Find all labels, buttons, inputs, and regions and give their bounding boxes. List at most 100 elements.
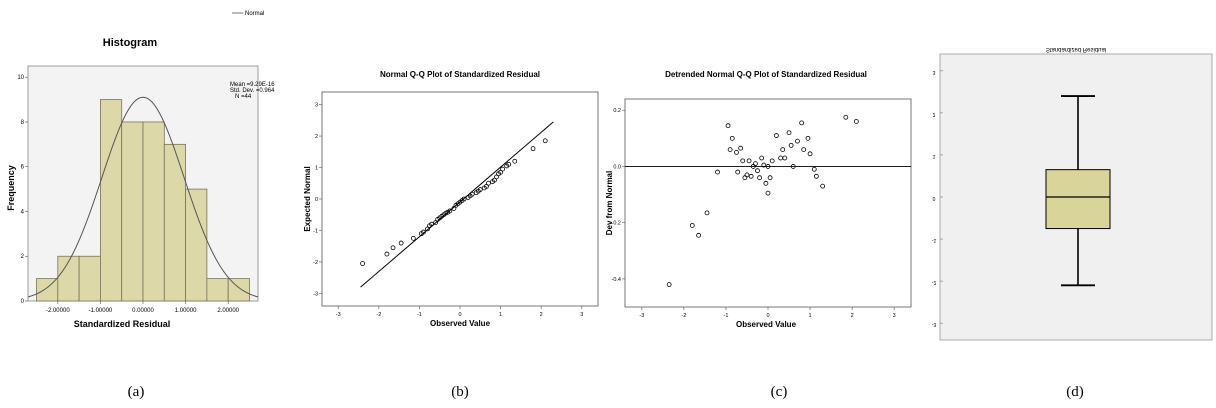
histogram-bar <box>78 255 101 302</box>
y-tick-label: -2 <box>313 260 318 266</box>
panel-detrended-qq: Detrended Normal Q-Q Plot of Standardize… <box>605 70 912 329</box>
x-tick-label: -2.00000 <box>46 308 70 314</box>
data-point <box>748 173 754 179</box>
data-point <box>542 138 548 144</box>
y-tick-label: -1 <box>932 237 937 243</box>
data-point <box>782 155 788 161</box>
y-tick-label: 0.0 <box>613 164 621 170</box>
x-tick-label: 2 <box>851 313 854 319</box>
histogram-bar <box>121 121 144 302</box>
histogram-bar <box>142 121 165 302</box>
data-point <box>813 173 819 179</box>
y-ticks: -3 -2 -1 0 1 2 3 <box>313 103 322 297</box>
y-tick-label: -3 <box>932 321 937 327</box>
reference-line <box>360 121 554 288</box>
x-axis-label: Observed Value <box>430 319 491 328</box>
plot-area <box>624 98 912 308</box>
data-point <box>759 155 765 161</box>
x-axis-label: Observed Value <box>736 320 797 329</box>
data-point <box>763 180 769 186</box>
data-point <box>512 158 518 164</box>
chart-title: Detrended Normal Q-Q Plot of Standardize… <box>665 70 867 79</box>
y-tick-label: 0 <box>933 195 936 201</box>
legend-label: Normal <box>245 11 264 17</box>
data-point <box>390 245 396 251</box>
x-tick-label: -2 <box>376 312 381 318</box>
data-point <box>761 162 767 168</box>
data-point <box>410 235 416 241</box>
y-tick-label: 0 <box>21 299 25 305</box>
x-tick-label: -1 <box>417 312 422 318</box>
caption-b: (b) <box>451 384 469 400</box>
data-point <box>755 168 760 174</box>
data-point <box>421 229 426 235</box>
data-point <box>853 119 859 124</box>
data-point <box>506 161 512 167</box>
data-point <box>786 130 792 136</box>
data-point <box>805 135 811 141</box>
y-tick-label: 2 <box>315 134 318 140</box>
y-tick-label: -1 <box>313 228 318 234</box>
y-tick-label: 1 <box>933 153 936 159</box>
data-point <box>486 180 491 186</box>
data-point <box>752 161 758 167</box>
data-point <box>820 183 826 189</box>
data-point <box>398 240 404 246</box>
x-tick-label: 3 <box>580 312 583 318</box>
x-tick-label: -1 <box>723 313 728 319</box>
y-tick-label: 2 <box>933 111 936 117</box>
x-tick-label: 1.00000 <box>175 308 197 314</box>
data-point <box>715 169 720 175</box>
chart-title: Histogram <box>103 37 158 49</box>
data-point <box>788 142 794 148</box>
y-tick-label: 1 <box>315 166 318 172</box>
data-point <box>795 138 800 144</box>
y-axis-label: Expected Normal <box>303 166 312 231</box>
data-point <box>740 158 746 164</box>
data-point <box>811 166 817 172</box>
data-point <box>477 187 483 192</box>
bars-group <box>36 99 250 302</box>
y-axis-label: Dev from Normal <box>605 171 614 235</box>
y-ticks: -3 -2 -1 0 1 2 3 <box>932 69 943 327</box>
x-tick-label: -3 <box>336 312 341 318</box>
data-point <box>744 172 750 178</box>
caption-d: (d) <box>1066 384 1084 400</box>
caption-c: (c) <box>770 384 788 400</box>
data-point <box>500 166 506 172</box>
y-ticks: -0.4 -0.2 0.0 0.2 <box>612 108 625 283</box>
x-tick-label: -1.00000 <box>89 308 113 314</box>
data-point <box>807 151 813 157</box>
data-point <box>666 282 672 287</box>
data-point <box>729 135 735 141</box>
panel-histogram: Normal Histogram -2.00000 -1.00000 0.00000… <box>6 11 275 329</box>
x-tick-label: 2 <box>540 312 543 318</box>
data-point <box>746 158 752 164</box>
data-point <box>769 158 775 164</box>
y-tick-label: 3 <box>315 103 318 109</box>
points-group <box>666 114 859 287</box>
data-point <box>469 191 475 197</box>
histogram-bar <box>206 278 229 302</box>
data-point <box>461 196 467 202</box>
data-point <box>696 232 702 238</box>
data-point <box>774 133 779 138</box>
y-tick-label: 0 <box>315 197 318 203</box>
x-tick-label: -3 <box>639 313 644 319</box>
x-ticks: -3 -2 -1 0 1 2 3 <box>336 306 583 318</box>
x-axis-label: Standardized Residual <box>74 319 171 329</box>
y-tick-label: 6 <box>21 165 25 171</box>
data-point <box>530 146 536 152</box>
data-point <box>765 190 771 196</box>
data-point <box>780 147 786 152</box>
data-point <box>765 164 771 169</box>
y-tick-label: -3 <box>313 291 318 297</box>
histogram-bar <box>185 188 208 302</box>
data-point <box>801 147 807 152</box>
data-point <box>360 261 365 266</box>
data-point <box>689 223 695 228</box>
x-tick-label: 1 <box>809 313 812 319</box>
data-point <box>843 114 849 120</box>
caption-a: (a) <box>127 384 145 400</box>
data-point <box>447 208 453 214</box>
